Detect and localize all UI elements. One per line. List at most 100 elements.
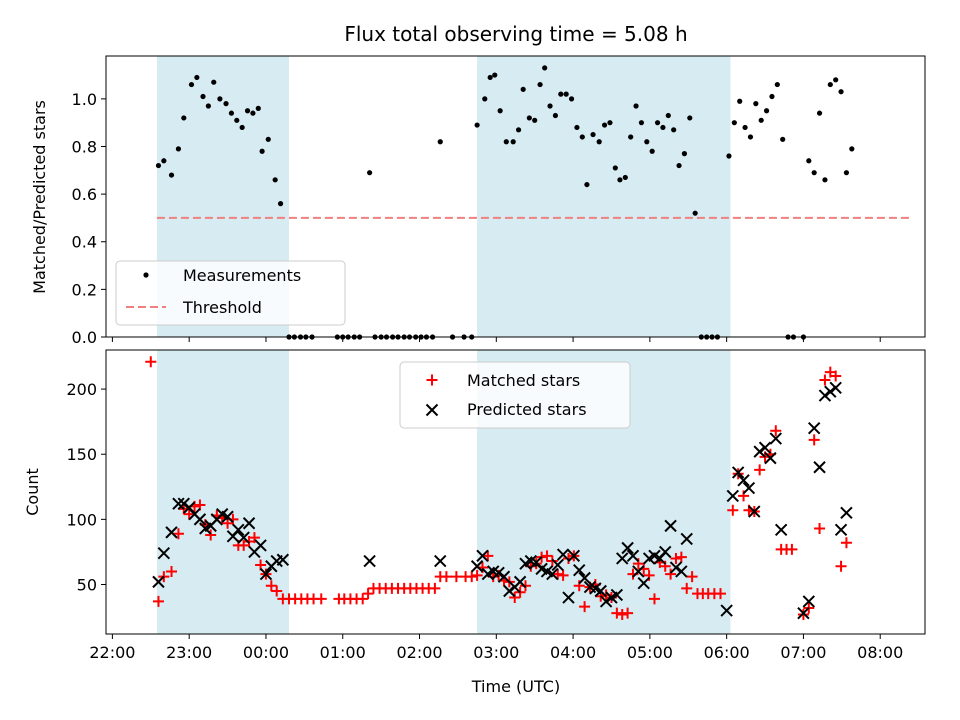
predicted-point-64 <box>680 532 693 546</box>
predicted-point-39 <box>546 567 559 581</box>
x-tick-label-9: 07:00 <box>780 643 826 662</box>
measurement-point-86 <box>681 151 688 157</box>
matched-point-4 <box>172 528 184 540</box>
measurement-point-16 <box>250 110 256 116</box>
predicted-point-54 <box>626 549 640 563</box>
legend-matched-label: Matched stars <box>467 371 580 390</box>
predicted-point-42 <box>562 591 575 604</box>
predicted-point-44 <box>573 563 586 577</box>
measurement-point-0 <box>155 162 162 169</box>
matched-point-3 <box>166 565 178 577</box>
predicted-point-43 <box>567 549 581 563</box>
measurement-point-95 <box>737 98 743 104</box>
x-tick-label-4: 02:00 <box>396 643 442 662</box>
bottom-axes-frame <box>105 349 926 635</box>
x-tick-label-5: 03:00 <box>473 643 519 662</box>
predicted-point-53 <box>621 541 634 555</box>
predicted-point-63 <box>675 565 688 578</box>
measurement-point-9 <box>211 79 217 85</box>
predicted-point-0 <box>152 575 165 589</box>
measurement-point-56 <box>520 86 526 92</box>
measurement-point-48 <box>474 122 480 128</box>
measurement-point-115 <box>849 146 855 152</box>
matched-point-22 <box>271 585 283 597</box>
measurement-point-17 <box>255 105 261 111</box>
matched-point-0 <box>145 356 157 368</box>
measurement-point-4 <box>181 115 187 121</box>
measurement-point-77 <box>633 103 639 109</box>
measurement-point-75 <box>622 174 628 181</box>
matched-point-89 <box>670 552 682 564</box>
measurement-point-32 <box>367 170 373 176</box>
measurement-point-19 <box>265 136 271 142</box>
measurement-point-1 <box>161 158 167 164</box>
predicted-point-7 <box>193 513 207 526</box>
measurement-point-49 <box>482 96 488 102</box>
measurement-point-13 <box>234 117 240 123</box>
predicted-point-2 <box>165 526 178 539</box>
measurement-point-78 <box>638 120 645 126</box>
top-y-axis-label: Matched/Predicted stars <box>30 100 49 294</box>
predicted-point-14 <box>232 523 245 536</box>
predicted-point-62 <box>669 561 683 574</box>
predicted-point-72 <box>758 441 772 454</box>
measurement-point-57 <box>526 115 532 121</box>
predicted-point-77 <box>802 595 816 608</box>
measurement-point-14 <box>239 124 245 131</box>
matched-point-90 <box>675 551 687 563</box>
measurement-point-69 <box>590 131 596 138</box>
predicted-point-66 <box>726 489 739 503</box>
top-y-ticks: 0.0 0.2 0.4 0.6 0.8 1.0 <box>72 90 106 347</box>
predicted-point-1 <box>157 547 171 560</box>
measurement-point-87 <box>687 115 693 121</box>
matched-point-66 <box>546 555 558 567</box>
measurement-point-3 <box>175 146 182 152</box>
matched-point-78 <box>611 607 623 619</box>
measurement-point-108 <box>811 170 817 176</box>
legend-measurements-label: Measurements <box>183 266 301 285</box>
predicted-point-45 <box>578 571 591 585</box>
x-tick-label-7: 05:00 <box>627 643 673 662</box>
measurement-point-60 <box>542 65 548 71</box>
predicted-point-61 <box>664 519 677 533</box>
measurement-point-65 <box>568 96 575 102</box>
measurement-point-10 <box>217 96 223 102</box>
measurement-point-84 <box>671 127 677 133</box>
measurement-point-99 <box>758 117 764 123</box>
predicted-point-18 <box>254 539 267 552</box>
matched-point-49 <box>450 571 462 583</box>
predicted-point-78 <box>807 421 821 435</box>
measurement-point-96 <box>742 124 748 131</box>
measurement-point-73 <box>612 165 618 171</box>
matched-point-114 <box>819 374 831 386</box>
matched-point-106 <box>770 425 782 437</box>
matched-point-92 <box>686 571 698 583</box>
x-tick-label-1: 23:00 <box>166 643 212 662</box>
measurement-point-76 <box>628 134 634 140</box>
measurement-point-103 <box>780 136 786 142</box>
measurement-point-5 <box>188 81 195 88</box>
bottom-observing-band-0 <box>156 350 289 634</box>
predicted-point-30 <box>497 570 511 583</box>
matched-point-80 <box>622 607 634 619</box>
top-y-tick-label-1: 0.2 <box>72 280 97 299</box>
predicted-point-81 <box>824 385 837 398</box>
predicted-point-56 <box>637 576 650 590</box>
matched-point-51 <box>466 571 478 583</box>
predicted-point-40 <box>551 558 564 572</box>
matched-point-98 <box>727 504 739 516</box>
x-tick-label-0: 22:00 <box>89 643 135 662</box>
matched-point-18 <box>248 532 260 544</box>
matched-point-88 <box>665 568 677 580</box>
predicted-point-4 <box>177 497 191 510</box>
measurement-point-101 <box>769 93 775 100</box>
predicted-point-74 <box>769 432 782 445</box>
legend-matched-marker <box>426 374 438 386</box>
predicted-point-31 <box>503 584 516 598</box>
x-tick-label-3: 01:00 <box>320 643 366 662</box>
bottom-legend: Matched stars Predicted stars <box>399 361 631 429</box>
legend-predicted-label: Predicted stars <box>467 400 587 419</box>
matched-point-61 <box>519 580 531 592</box>
top-y-tick-label-0: 0.0 <box>72 328 97 347</box>
